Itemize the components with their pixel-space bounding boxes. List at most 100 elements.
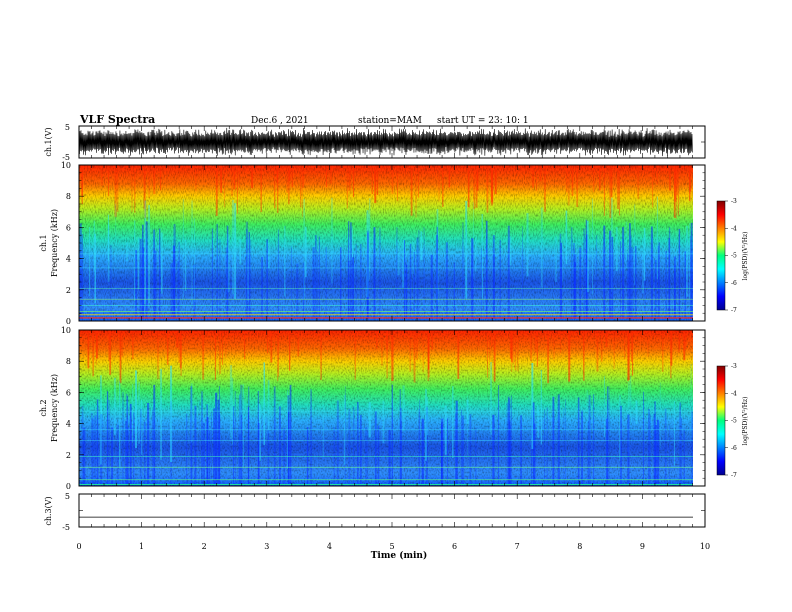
striation bbox=[629, 223, 631, 319]
striation bbox=[430, 254, 433, 319]
striation bbox=[94, 233, 96, 303]
striation bbox=[470, 238, 472, 276]
striation bbox=[302, 262, 304, 319]
striation bbox=[419, 399, 420, 484]
striation bbox=[650, 226, 653, 319]
ch1-colorbar bbox=[716, 200, 726, 311]
striation bbox=[129, 403, 132, 484]
striation bbox=[153, 384, 156, 484]
striation bbox=[559, 233, 562, 319]
panel-ch3-waveform: 5 -5 ch.3(V) bbox=[44, 492, 706, 532]
striation bbox=[536, 330, 538, 367]
striation bbox=[409, 330, 411, 372]
striation bbox=[381, 330, 383, 366]
striation bbox=[691, 411, 693, 484]
freq-tick-label: 0 bbox=[66, 482, 71, 491]
striation bbox=[250, 239, 252, 319]
striation bbox=[91, 412, 93, 484]
freq-tick-label: 8 bbox=[66, 357, 71, 366]
colorbar-tick-label: -5 bbox=[731, 253, 737, 260]
striation bbox=[475, 237, 477, 272]
striation bbox=[289, 330, 291, 371]
striation bbox=[353, 165, 354, 198]
striation bbox=[477, 330, 479, 347]
striation bbox=[607, 386, 608, 484]
ch1-spectrogram-ylabel-line2: Frequency (kHz) bbox=[50, 209, 59, 277]
striation bbox=[215, 392, 218, 484]
striation bbox=[178, 241, 180, 319]
striation bbox=[498, 385, 500, 484]
striation bbox=[153, 229, 156, 319]
ch2-spectrogram-ticks bbox=[78, 330, 706, 486]
striation bbox=[289, 385, 292, 484]
ch1-wave-ylabel: ch.1(V) bbox=[44, 127, 53, 156]
striation bbox=[435, 234, 438, 319]
striation bbox=[659, 382, 661, 448]
freq-tick-label: 10 bbox=[61, 161, 71, 170]
striation bbox=[300, 165, 302, 208]
striation bbox=[142, 247, 144, 319]
striation bbox=[347, 260, 350, 319]
striation bbox=[273, 386, 276, 484]
panel-ch1-waveform: 5 -5 ch.1(V) bbox=[44, 123, 706, 162]
striation bbox=[139, 238, 142, 319]
ch3-wave-ylabel: ch.3(V) bbox=[44, 496, 53, 525]
striation bbox=[178, 330, 181, 363]
striation bbox=[544, 409, 545, 484]
striation bbox=[405, 264, 408, 319]
striation bbox=[119, 330, 122, 384]
striation bbox=[565, 399, 566, 484]
striation bbox=[622, 227, 625, 319]
striation bbox=[400, 421, 402, 484]
striation bbox=[428, 330, 430, 378]
striation bbox=[279, 406, 281, 484]
striation bbox=[417, 165, 419, 198]
striation bbox=[177, 261, 179, 319]
striation bbox=[257, 390, 259, 484]
striation bbox=[348, 165, 351, 191]
striation bbox=[492, 414, 495, 484]
striation bbox=[116, 424, 119, 484]
striation bbox=[239, 239, 242, 265]
freq-tick-label: 2 bbox=[66, 286, 71, 295]
striation bbox=[537, 405, 540, 438]
striation bbox=[217, 399, 220, 484]
striation bbox=[100, 414, 103, 484]
striation bbox=[377, 425, 380, 484]
striation bbox=[674, 256, 676, 319]
x-tick-label: 8 bbox=[577, 542, 582, 551]
striation bbox=[536, 165, 537, 191]
striation bbox=[619, 395, 621, 461]
striation bbox=[679, 402, 681, 484]
striation bbox=[137, 237, 140, 289]
striation bbox=[368, 214, 370, 281]
colorbar-tick-label: -3 bbox=[731, 363, 737, 370]
striation bbox=[630, 235, 632, 319]
striation bbox=[546, 407, 548, 484]
striation bbox=[676, 165, 678, 196]
striation bbox=[267, 330, 269, 354]
colorbar-tick-label: -5 bbox=[731, 418, 737, 425]
striation bbox=[585, 219, 588, 319]
ch2-colorbar-label: log(PSD)(V²/Hz) bbox=[742, 397, 749, 446]
striation bbox=[325, 247, 327, 319]
striation bbox=[202, 422, 205, 484]
striation bbox=[157, 330, 159, 379]
striation bbox=[418, 229, 420, 319]
x-tick-label: 5 bbox=[389, 542, 394, 551]
striation bbox=[351, 226, 353, 260]
striation bbox=[312, 247, 315, 319]
striation bbox=[340, 247, 342, 319]
x-tick-label: 3 bbox=[264, 542, 269, 551]
striation bbox=[92, 330, 94, 377]
striation bbox=[125, 421, 127, 484]
striation bbox=[485, 220, 488, 319]
striation bbox=[219, 414, 221, 484]
x-axis-label: Time (min) bbox=[371, 550, 428, 561]
striation bbox=[266, 239, 268, 319]
striation bbox=[630, 376, 632, 425]
striation bbox=[224, 165, 225, 208]
striation bbox=[122, 392, 124, 484]
striation bbox=[176, 330, 179, 348]
